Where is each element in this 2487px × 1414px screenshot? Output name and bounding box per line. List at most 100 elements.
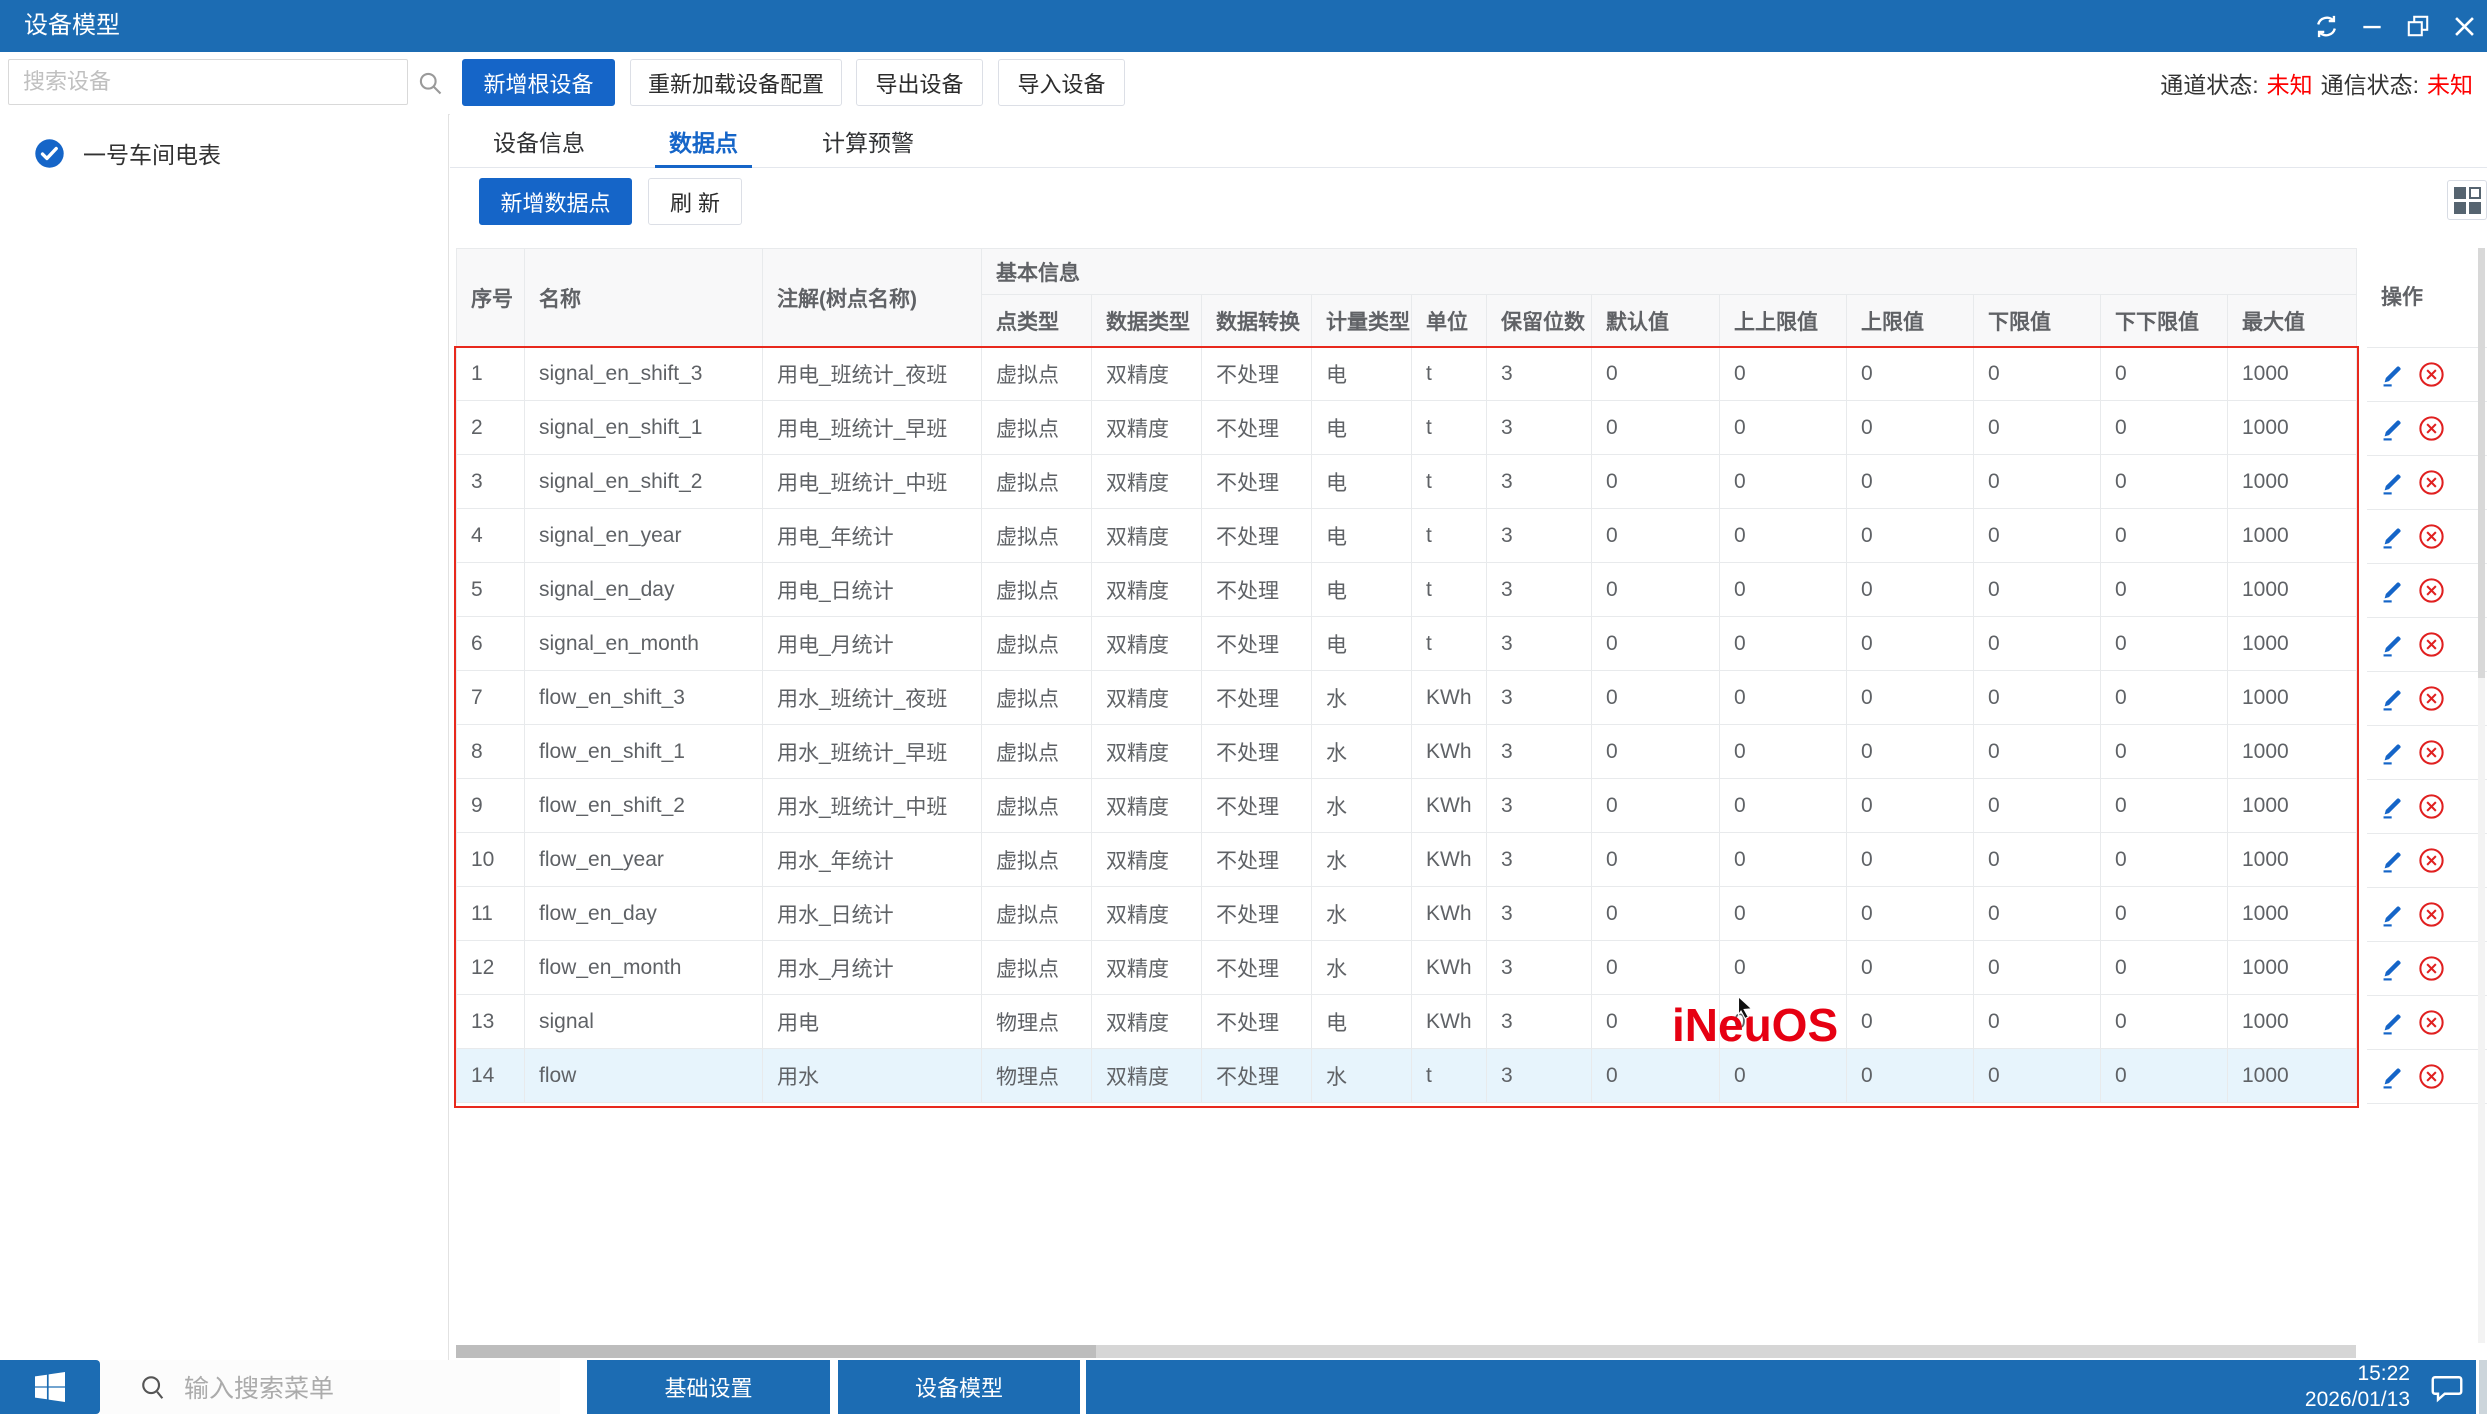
delete-icon[interactable] [2417, 738, 2446, 767]
table-row[interactable]: 11 flow_en_day 用水_日统计 虚拟点 双精度 不处理水 KWh 3 0 0 0 0 0 10… [456, 886, 2358, 941]
table-row[interactable]: 4 signal_en_year 用电_年统计 虚拟点 双精度 不处理电 t 3 0 0 0 0 0 10… [456, 508, 2358, 563]
edit-icon[interactable] [2379, 956, 2405, 982]
content-pane: 设备信息 数据点 计算预警 新增数据点 刷 新 序号 名称 [450, 114, 2487, 1360]
delete-icon[interactable] [2417, 954, 2446, 983]
edit-icon[interactable] [2379, 578, 2405, 604]
delete-icon[interactable] [2417, 630, 2446, 659]
horizontal-scrollbar[interactable] [456, 1345, 2356, 1358]
check-circle-icon [34, 138, 65, 169]
delete-icon[interactable] [2417, 900, 2446, 929]
table-cell: 虚拟点 [981, 508, 1092, 563]
close-icon[interactable] [2447, 9, 2481, 43]
tab-calc-alarm[interactable]: 计算预警 [822, 129, 914, 156]
table-cell: t [1411, 400, 1487, 455]
delete-icon[interactable] [2417, 846, 2446, 875]
table-cell: 用水_日统计 [762, 886, 982, 941]
vertical-scrollbar[interactable] [2478, 248, 2485, 1343]
edit-icon[interactable] [2379, 416, 2405, 442]
column-settings-icon[interactable] [2447, 180, 2487, 220]
table-cell: 用电_班统计_夜班 [762, 346, 982, 401]
vertical-scrollbar-thumb[interactable] [2478, 248, 2485, 678]
table-cell: 0 [1591, 778, 1720, 833]
table-cell: 不处理 [1201, 994, 1312, 1049]
edit-icon[interactable] [2379, 470, 2405, 496]
table-row[interactable]: 8 flow_en_shift_1 用水_班统计_早班 虚拟点 双精度 不处理水 KWh 3 0… [456, 724, 2358, 779]
table-cell: 0 [1719, 508, 1847, 563]
delete-icon[interactable] [2417, 792, 2446, 821]
table-cell: 3 [1486, 778, 1592, 833]
refresh-window-icon[interactable] [2309, 9, 2343, 43]
table-row[interactable]: 9 flow_en_shift_2 用水_班统计_中班 虚拟点 双精度 不处理水 KWh 3 0… [456, 778, 2358, 833]
tab-data-points[interactable]: 数据点 [655, 114, 752, 168]
table-row[interactable]: 1 signal_en_shift_3 用电_班统计_夜班 虚拟点 双精度 不处理电 t 3 0… [456, 346, 2358, 401]
horizontal-scrollbar-thumb[interactable] [456, 1345, 1096, 1358]
table-row[interactable]: 3 signal_en_shift_2 用电_班统计_中班 虚拟点 双精度 不处理电 t 3 0… [456, 454, 2358, 509]
notification-bubble-icon[interactable] [2428, 1369, 2466, 1405]
table-cell: 用电 [762, 994, 982, 1049]
table-cell: 双精度 [1091, 994, 1202, 1049]
delete-icon[interactable] [2417, 468, 2446, 497]
import-device-button[interactable]: 导入设备 [998, 59, 1125, 106]
restore-icon[interactable] [2401, 9, 2435, 43]
edit-icon[interactable] [2379, 362, 2405, 388]
table-cell: flow_en_month [524, 940, 763, 995]
export-device-button[interactable]: 导出设备 [856, 59, 983, 106]
edit-icon[interactable] [2379, 740, 2405, 766]
add-data-point-button[interactable]: 新增数据点 [479, 178, 632, 225]
table-row[interactable]: 13 signal 用电 物理点 双精度 不处理电 KWh 3 0 0 0 0 0 1000 [456, 994, 2358, 1049]
delete-icon[interactable] [2417, 576, 2446, 605]
table-row[interactable]: 14 flow 用水 物理点 双精度 不处理水 t 3 0 0 0 0 0 1000 [456, 1048, 2358, 1103]
edit-icon[interactable] [2379, 1010, 2405, 1036]
table-cell: 电 [1311, 346, 1412, 401]
refresh-button[interactable]: 刷 新 [648, 178, 742, 225]
device-tree-item[interactable]: 一号车间电表 [34, 136, 448, 170]
edit-icon[interactable] [2379, 794, 2405, 820]
table-cell: 3 [1486, 346, 1592, 401]
edit-icon[interactable] [2379, 524, 2405, 550]
table-cell: 1000 [2226, 724, 2358, 779]
table-cell: 虚拟点 [981, 562, 1092, 617]
table-row[interactable]: 2 signal_en_shift_1 用电_班统计_早班 虚拟点 双精度 不处理电 t 3 0… [456, 400, 2358, 455]
table-cell: 0 [1973, 1048, 2101, 1103]
start-button[interactable] [0, 1360, 100, 1414]
col-header-data-type: 数据类型 [1091, 294, 1202, 347]
table-row[interactable]: 6 signal_en_month 用电_月统计 虚拟点 双精度 不处理电 t 3 0 0 0 0 0 1… [456, 616, 2358, 671]
reload-device-config-button[interactable]: 重新加载设备配置 [630, 59, 842, 106]
table-cell: 用电_班统计_早班 [762, 400, 982, 455]
table-cell: 水 [1311, 778, 1412, 833]
table-cell: 双精度 [1091, 562, 1202, 617]
table-row[interactable]: 5 signal_en_day 用电_日统计 虚拟点 双精度 不处理电 t 3 0 0 0 0 0 100… [456, 562, 2358, 617]
table-cell: 虚拟点 [981, 778, 1092, 833]
table-cell: flow_en_shift_2 [524, 778, 763, 833]
edit-icon[interactable] [2379, 902, 2405, 928]
edit-icon[interactable] [2379, 1064, 2405, 1090]
table-cell: signal_en_month [524, 616, 763, 671]
delete-icon[interactable] [2417, 360, 2446, 389]
delete-icon[interactable] [2417, 414, 2446, 443]
add-root-device-button[interactable]: 新增根设备 [462, 59, 615, 106]
taskbar-clock[interactable]: 15:22 2026/01/13 [2305, 1361, 2410, 1414]
taskbar-item-basic-settings[interactable]: 基础设置 [587, 1360, 830, 1414]
taskbar-search[interactable]: 输入搜索菜单 [100, 1360, 560, 1414]
table-row[interactable]: 7 flow_en_shift_3 用水_班统计_夜班 虚拟点 双精度 不处理水 KWh 3 0… [456, 670, 2358, 725]
delete-icon[interactable] [2417, 1008, 2446, 1037]
taskbar-item-device-model[interactable]: 设备模型 [838, 1360, 1080, 1414]
search-icon[interactable] [416, 69, 444, 102]
table-cell: 虚拟点 [981, 832, 1092, 887]
device-search-input[interactable] [8, 59, 408, 105]
col-group-basic-info: 基本信息 [980, 248, 2358, 295]
tab-device-info[interactable]: 设备信息 [493, 129, 585, 156]
minimize-icon[interactable] [2355, 9, 2389, 43]
table-row[interactable]: 12 flow_en_month 用水_月统计 虚拟点 双精度 不处理水 KWh 3 0 0 0 0 0… [456, 940, 2358, 995]
delete-icon[interactable] [2417, 684, 2446, 713]
table-cell: t [1411, 562, 1487, 617]
edit-icon[interactable] [2379, 686, 2405, 712]
table-cell: 用电_月统计 [762, 616, 982, 671]
edit-icon[interactable] [2379, 632, 2405, 658]
table-row[interactable]: 10 flow_en_year 用水_年统计 虚拟点 双精度 不处理水 KWh 3 0 0 0 0 0 1… [456, 832, 2358, 887]
delete-icon[interactable] [2417, 522, 2446, 551]
table-cell: signal_en_shift_2 [524, 454, 763, 509]
edit-icon[interactable] [2379, 848, 2405, 874]
show-desktop-strip[interactable] [2479, 1360, 2487, 1414]
delete-icon[interactable] [2417, 1062, 2446, 1091]
